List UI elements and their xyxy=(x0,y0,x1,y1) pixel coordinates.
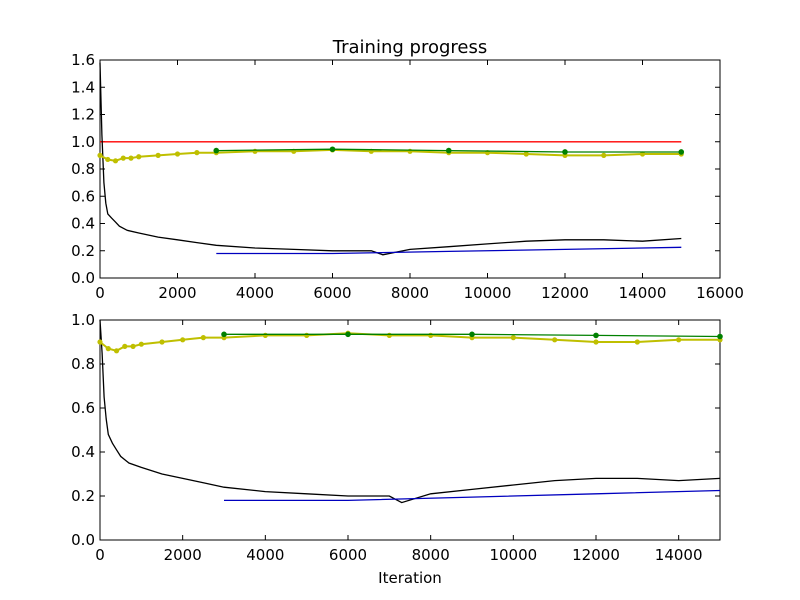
x-tick-label: 6000 xyxy=(329,546,367,564)
x-tick-label: 14000 xyxy=(619,284,667,302)
series-point xyxy=(159,339,165,345)
series-point xyxy=(510,335,516,341)
series-point xyxy=(523,151,529,157)
series-point xyxy=(174,151,181,157)
bottom-plot: 0 2000 4000 6000 8000 10000 12000 14000 0.0 0.2 0.… xyxy=(71,311,723,564)
series-point xyxy=(428,332,434,338)
x-tick-label: 2000 xyxy=(164,546,202,564)
series-point xyxy=(639,151,646,157)
x-tick-label: 14000 xyxy=(655,546,703,564)
top-plot-ticks: 0 2000 4000 6000 8000 10000 12000 14000 16000 0.0… xyxy=(71,51,744,302)
series-line xyxy=(99,148,682,162)
x-tick-label: 0 xyxy=(95,284,105,302)
y-tick-label: 1.2 xyxy=(71,106,95,124)
bottom-plot-frame xyxy=(99,319,721,541)
series-marker xyxy=(717,333,723,340)
x-tick-label: 6000 xyxy=(313,284,351,302)
series-point xyxy=(105,156,111,163)
series-marker xyxy=(562,149,568,155)
x-tick-label: 4000 xyxy=(246,546,284,564)
series-marker xyxy=(469,331,475,338)
series-point xyxy=(112,158,119,164)
top-plot-series xyxy=(97,62,685,256)
x-tick-label: 10000 xyxy=(489,546,537,564)
series-line xyxy=(99,319,721,504)
x-tick-label: 8000 xyxy=(412,546,450,564)
series-point xyxy=(122,343,128,349)
y-tick-label: 1.0 xyxy=(71,311,95,329)
series-point xyxy=(200,335,206,341)
series-point xyxy=(386,332,392,338)
y-tick-label: 0.4 xyxy=(71,443,95,461)
x-tick-label: 10000 xyxy=(464,284,512,302)
series-marker xyxy=(445,147,452,154)
series-point xyxy=(262,332,268,338)
series-point xyxy=(105,346,111,352)
x-tick-label: 2000 xyxy=(158,284,196,302)
y-tick-label: 0.2 xyxy=(71,487,95,505)
series-point xyxy=(128,155,134,161)
y-tick-label: 0.8 xyxy=(71,160,95,178)
y-tick-label: 1.6 xyxy=(71,51,95,69)
series-marker xyxy=(678,149,685,155)
y-tick-label: 0.0 xyxy=(71,269,95,287)
x-tick-label: 0 xyxy=(95,546,105,564)
x-tick-label: 16000 xyxy=(696,284,744,302)
series-point xyxy=(552,337,558,343)
series-point xyxy=(676,337,682,343)
x-tick-label: 8000 xyxy=(391,284,429,302)
x-tick-label: 12000 xyxy=(572,546,620,564)
series-line xyxy=(99,62,682,256)
y-tick-label: 0.0 xyxy=(71,531,95,549)
y-tick-label: 1.0 xyxy=(71,133,95,151)
series-marker xyxy=(329,146,336,153)
series-marker xyxy=(221,331,227,338)
y-tick-label: 0.8 xyxy=(71,355,95,373)
bottom-plot-ticks: 0 2000 4000 6000 8000 10000 12000 14000 0.0 0.2 0.… xyxy=(71,311,720,564)
bottom-plot-series xyxy=(97,319,723,504)
series-point xyxy=(97,339,103,345)
x-tick-label: 4000 xyxy=(236,284,274,302)
y-tick-label: 0.6 xyxy=(71,399,95,417)
y-tick-label: 1.4 xyxy=(71,78,95,96)
series-line xyxy=(99,332,720,352)
x-axis-label: Iteration xyxy=(378,569,442,587)
series-point xyxy=(97,152,103,158)
series-point xyxy=(113,348,120,354)
series-marker xyxy=(593,332,599,339)
y-tick-label: 0.2 xyxy=(71,242,95,260)
series-marker xyxy=(213,147,220,154)
series-point xyxy=(304,332,310,338)
series-line xyxy=(216,246,682,255)
series-point xyxy=(130,343,136,349)
series-point xyxy=(593,339,599,345)
series-point xyxy=(194,150,200,156)
series-marker xyxy=(345,331,351,338)
chart-title: Training progress xyxy=(332,37,487,58)
x-tick-label: 12000 xyxy=(541,284,589,302)
series-line xyxy=(224,489,721,502)
y-tick-label: 0.6 xyxy=(71,187,95,205)
series-point xyxy=(136,154,142,160)
top-plot: 0 2000 4000 6000 8000 10000 12000 14000 16000 0.0… xyxy=(71,51,744,302)
series-point xyxy=(120,155,126,161)
series-point xyxy=(180,337,186,343)
series-point xyxy=(601,152,607,158)
series-point xyxy=(138,341,144,347)
series-point xyxy=(155,152,161,158)
y-tick-label: 0.4 xyxy=(71,215,95,233)
series-point xyxy=(634,339,640,345)
